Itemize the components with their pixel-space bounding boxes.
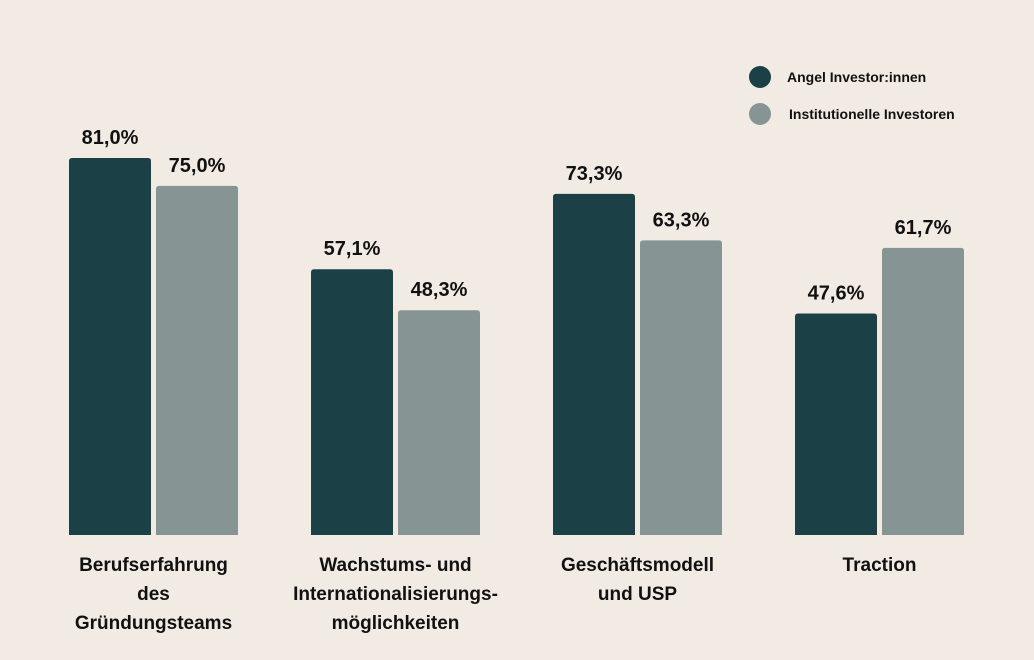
value-labels-layer: 81,0% 75,0% 57,1% 48,3% 73,3% 63,3% 47,6% 61,7% [82, 127, 952, 304]
category-label-c0-line0: Berufserfahrung [79, 555, 228, 576]
value-label-s1-c3: 61,7% [895, 217, 952, 239]
category-labels-layer: Berufserfahrung des Gründungsteams Wachstum… [75, 555, 917, 634]
bars-layer [69, 158, 964, 536]
category-label-c1-line1: Internationalisierungs- [293, 584, 498, 605]
legend-marker-s0 [749, 66, 771, 88]
category-label-c3-line0: Traction [843, 555, 917, 576]
value-label-s0-c3: 47,6% [808, 282, 865, 304]
bar-s1-c1 [398, 310, 480, 535]
value-label-s0-c0: 81,0% [82, 127, 139, 149]
bar-s0-c3 [795, 313, 877, 535]
value-label-s1-c0: 75,0% [169, 155, 226, 177]
legend: Angel Investor:innen Institutionelle Inve… [749, 66, 955, 125]
bar-s1-c0 [156, 185, 238, 536]
value-label-s0-c2: 73,3% [566, 163, 623, 185]
bar-s0-c1 [311, 269, 393, 535]
bar-s1-c3 [882, 247, 964, 535]
bar-s1-c2 [640, 240, 722, 536]
category-label-c0-line2: Gründungsteams [75, 613, 232, 634]
category-label-c0-line1: des [137, 584, 170, 605]
category-label-c2-line0: Geschäftsmodell [561, 555, 714, 576]
bar-s0-c2 [553, 193, 635, 536]
category-label-c1-line0: Wachstums- und [319, 555, 471, 576]
category-label-c2-line1: und USP [598, 584, 677, 605]
value-label-s1-c2: 63,3% [653, 209, 710, 231]
legend-label-s0: Angel Investor:innen [787, 69, 926, 85]
legend-marker-s1 [749, 103, 771, 125]
value-label-s0-c1: 57,1% [324, 238, 381, 260]
category-label-c1-line2: möglichkeiten [332, 613, 460, 634]
legend-label-s1: Institutionelle Investoren [789, 106, 955, 122]
value-label-s1-c1: 48,3% [411, 279, 468, 301]
bar-s0-c0 [69, 158, 151, 535]
